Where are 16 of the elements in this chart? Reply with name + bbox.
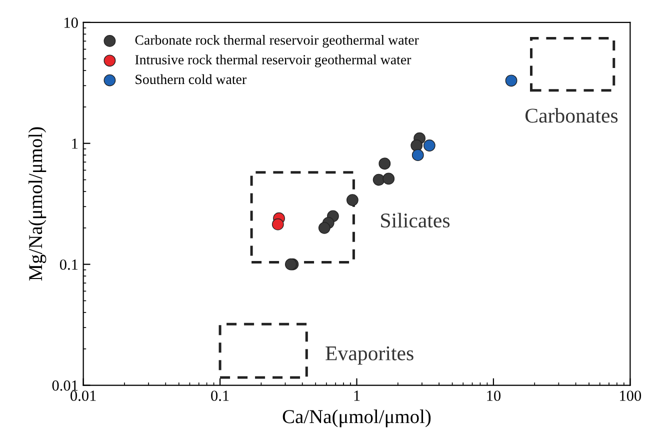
x-tick-label: 100 [620, 390, 642, 401]
x-tick-label: 0.1 [211, 390, 229, 401]
annotation: Evaporites [326, 346, 414, 365]
legend-label: Southern cold water [136, 74, 246, 84]
x-axis-title: Ca/Na(μmol/μmol) [282, 410, 431, 428]
y-tick-label: 0.1 [60, 259, 78, 270]
x-tick-label: 10 [487, 390, 501, 401]
x-tick-label: 1 [354, 390, 360, 401]
y-tick-label: 0.01 [52, 380, 78, 391]
annotation: Silicates [381, 212, 450, 228]
y-tick-label: 1 [72, 138, 78, 149]
annotation: Carbonates [525, 108, 618, 123]
legend-label: Intrusive rock thermal reservoir geothermal water [135, 54, 412, 68]
y-axis-title: Mg/Na(μmol/μmol) [28, 127, 46, 281]
legend-label: Carbonate rock thermal reservoir geothermal water [135, 34, 419, 48]
y-tick-label: 10 [64, 18, 78, 28]
